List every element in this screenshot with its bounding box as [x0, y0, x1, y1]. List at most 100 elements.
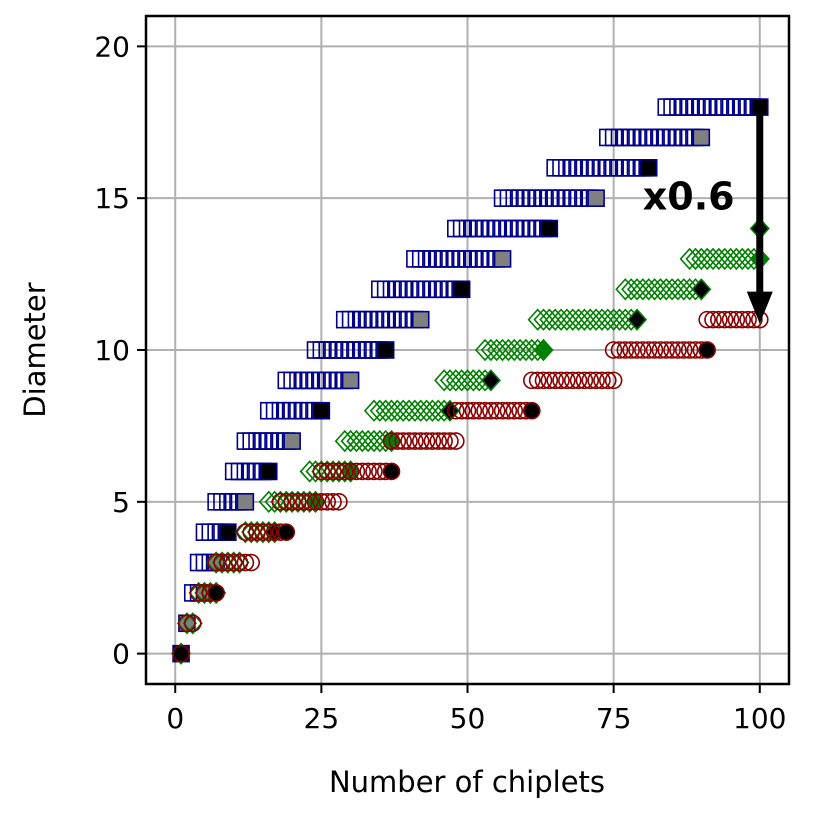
- circle-point: [499, 401, 518, 420]
- square-point: [224, 462, 243, 481]
- square-point: [400, 280, 418, 299]
- diamond-point: [732, 247, 753, 271]
- square-point: [394, 280, 413, 299]
- diamond-point: [387, 399, 408, 422]
- circle-point: [277, 523, 296, 541]
- circle-point: [347, 462, 366, 481]
- diamond-point: [480, 369, 501, 392]
- square-point: [704, 98, 722, 116]
- square-point: [295, 401, 313, 420]
- square-point: [558, 159, 576, 177]
- circle-point: [178, 614, 196, 633]
- square-point: [388, 310, 407, 329]
- diamond-point: [439, 399, 461, 422]
- diamond-point: [550, 308, 572, 331]
- square-point: [283, 401, 301, 420]
- square-point: [324, 371, 342, 390]
- square-point: [335, 310, 354, 329]
- circle-point: [698, 310, 716, 329]
- y-tick-label: 0: [112, 638, 130, 671]
- diamond-point: [685, 247, 706, 271]
- diamond-point: [650, 278, 671, 301]
- diamond-point: [246, 520, 268, 544]
- diamond-point: [346, 429, 367, 453]
- diamond-point: [720, 247, 741, 271]
- circle-point: [306, 493, 325, 511]
- circle-point: [558, 371, 576, 390]
- circle-point: [312, 462, 331, 481]
- square-point: [669, 128, 687, 147]
- square-point: [435, 280, 453, 299]
- diamond-point: [691, 278, 712, 301]
- diamond-point: [656, 278, 677, 301]
- circle-point: [604, 371, 623, 390]
- square-point: [628, 128, 646, 147]
- circle-point: [598, 371, 617, 390]
- square-point: [371, 310, 389, 329]
- circle-point: [394, 432, 413, 450]
- square-point: [417, 250, 436, 268]
- diamond-point: [322, 460, 344, 483]
- square-point: [517, 219, 535, 238]
- circle-point: [634, 341, 652, 359]
- diamond-point: [568, 308, 589, 331]
- square-point: [616, 128, 635, 147]
- square-point: [283, 371, 301, 390]
- diamond-point: [404, 399, 425, 422]
- circle-point: [522, 401, 541, 420]
- circle-point: [745, 310, 763, 329]
- square-point: [663, 128, 681, 147]
- diamond-point: [662, 278, 683, 301]
- circle-point: [289, 493, 307, 511]
- circle-point: [406, 432, 424, 450]
- diamond-point: [393, 399, 414, 422]
- circle-point: [207, 584, 225, 602]
- square-point: [265, 432, 284, 450]
- square-point: [452, 280, 471, 299]
- circle-point: [733, 310, 752, 329]
- circle-point: [476, 401, 494, 420]
- square-point: [575, 159, 594, 177]
- annotation: x0.6: [643, 107, 773, 324]
- circle-point: [721, 310, 740, 329]
- circle-point: [382, 432, 401, 450]
- diamond-point: [615, 278, 636, 301]
- circle-point: [552, 371, 570, 390]
- square-point: [259, 432, 278, 450]
- square-point: [657, 98, 676, 116]
- circle-point: [669, 341, 687, 359]
- diamond-point: [340, 429, 361, 453]
- diamond-point: [691, 247, 712, 271]
- circle-point: [341, 462, 360, 481]
- series-square: [172, 98, 769, 663]
- x-tick-label: 75: [596, 702, 632, 735]
- square-point: [417, 280, 436, 299]
- square-point: [411, 310, 430, 329]
- square-point: [505, 219, 524, 238]
- diamond-point: [545, 308, 566, 331]
- circle-point: [359, 462, 377, 481]
- diamond-point: [556, 308, 577, 331]
- circle-point: [587, 371, 605, 390]
- square-point: [441, 250, 459, 268]
- square-point: [388, 280, 407, 299]
- square-point: [540, 219, 559, 238]
- diamond-point: [381, 429, 402, 453]
- square-point: [715, 98, 734, 116]
- circle-point: [172, 644, 190, 663]
- circle-point: [464, 401, 483, 420]
- x-tick-label: 100: [733, 702, 786, 735]
- circle-point: [458, 401, 477, 420]
- y-tick-label: 15: [94, 182, 130, 215]
- diamond-point: [626, 308, 648, 331]
- circle-point: [189, 584, 208, 602]
- circle-point: [622, 341, 640, 359]
- circle-point: [522, 371, 541, 390]
- square-point: [563, 159, 582, 177]
- circle-point: [674, 341, 693, 359]
- square-point: [721, 98, 740, 116]
- diamond-point: [375, 399, 396, 422]
- series-circle: [172, 310, 769, 663]
- circle-point: [447, 432, 465, 450]
